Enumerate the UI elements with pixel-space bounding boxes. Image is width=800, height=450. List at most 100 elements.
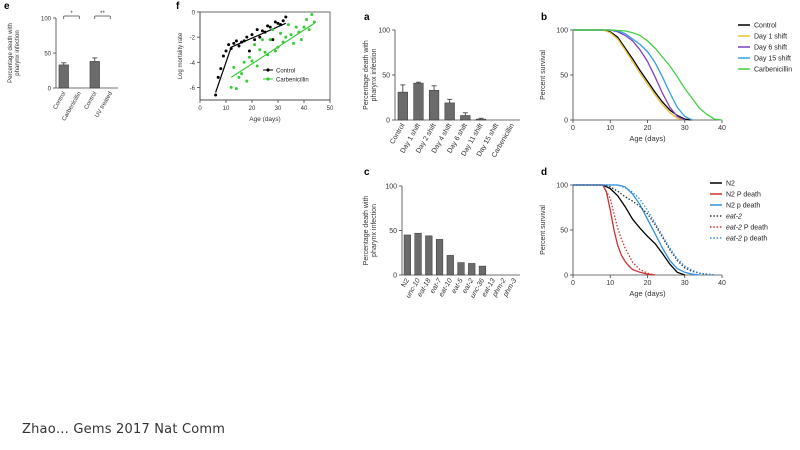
data-point [237,44,241,48]
bar [397,91,408,121]
y-axis-label-group: Percentage death with pharynx infection [8,23,21,83]
bar [425,235,433,276]
data-point [258,48,262,52]
data-point [247,49,251,53]
data-point [221,54,225,58]
bar [413,82,424,121]
data-point [237,75,241,79]
legend-label: eat-2 [726,214,742,221]
data-point [245,79,249,83]
data-point [253,38,257,42]
data-point [273,49,277,53]
x-axis-label: Age (days) [249,116,280,123]
legend-label: eat-2 p death [726,236,767,243]
x-axis-label: Age (days) [629,289,666,298]
panel-label-e: e [4,1,10,12]
series-line [573,184,656,276]
y-tick-label: 0 [192,11,196,17]
data-point [268,38,272,42]
y-tick-label: 100 [385,184,397,191]
data-point [242,60,246,64]
legend-label: Carbenicillin [276,77,309,83]
y-tick-label: 100 [556,183,568,190]
chart-panel-d: d 0 50 100 Percent survival 0 10 20 30 40 Age (day… [540,167,768,298]
data-point [279,31,283,35]
bar [403,234,411,276]
x-tick-label: 10 [606,280,614,287]
data-point [260,29,264,33]
chart-panel-f: f -6 -4 -2 0 Log mortality rate 0 10 20 30 40 50 Age… [176,1,334,123]
bar [475,118,487,121]
y-tick-label: 100 [378,28,390,35]
x-tick-label: 10 [223,106,230,112]
data-point [281,19,285,23]
y-tick-label: 100 [41,17,52,23]
data-point [294,25,298,29]
bar [457,262,465,276]
y-tick-label: 0 [48,87,52,93]
y-tick-label: 50 [44,52,51,58]
data-point [286,23,290,27]
data-point [234,39,238,43]
data-point [229,85,233,89]
x-tick-label: 0 [571,125,575,132]
data-point [312,20,316,24]
bar [460,115,471,121]
bar [414,232,422,276]
y-tick-label: 0 [393,273,397,280]
data-point [260,38,264,42]
data-point [258,35,262,39]
x-tick-label: 20 [644,125,652,132]
legend-label: N2 [726,181,735,188]
bar [435,239,444,276]
x-tick-label: 40 [718,125,726,132]
series-line [573,29,686,121]
data-point [271,38,275,42]
bar [428,90,440,121]
data-point [292,41,296,45]
bar [444,102,455,121]
x-tick-label: 30 [681,125,689,132]
data-point [250,59,254,63]
x-tick-label: 30 [275,106,282,112]
y-axis-label-group: Percentage death with pharynx infection [363,40,378,110]
x-tick-label: 10 [606,125,614,132]
x-axis-label: Age (days) [629,134,666,143]
x-tick-label: 30 [681,280,689,287]
y-tick-label: 0 [564,273,568,280]
legend-label: Day 15 shift [754,56,791,63]
y-axis-label: pharynx infection [371,204,378,257]
data-point [273,20,277,24]
data-point [284,35,288,39]
y-tick-label: 50 [560,228,568,235]
data-point [307,28,311,32]
panel-label-f: f [176,1,180,12]
chart-panel-c: c 0 50 100 Percentage death with pharynx infe… [363,167,520,300]
category-label: N2 [401,277,412,288]
y-axis-label: pharynx infection [15,30,21,75]
x-tick-label: 0 [571,280,575,287]
y-axis-label: pharynx infection [371,48,378,101]
y-tick-label: 0 [564,118,568,125]
data-point [214,93,218,97]
data-point [227,43,231,47]
data-point [250,33,254,37]
data-point [276,45,280,49]
data-point [299,38,303,42]
series-line [573,184,715,276]
legend-marker [266,77,270,81]
data-point [263,30,267,34]
panel-label-b: b [541,12,547,23]
series-line [573,184,686,276]
y-tick-label: 50 [382,73,390,80]
data-point [302,25,306,29]
x-tick-label: 50 [327,106,334,112]
bar [446,255,454,276]
y-axis-label: Percentage death with [363,196,370,266]
data-point [247,55,251,59]
category-label: Control [84,91,99,111]
bar [478,265,487,276]
legend-label: N2 P death [726,192,761,199]
data-point [234,87,238,91]
data-point [266,24,270,28]
